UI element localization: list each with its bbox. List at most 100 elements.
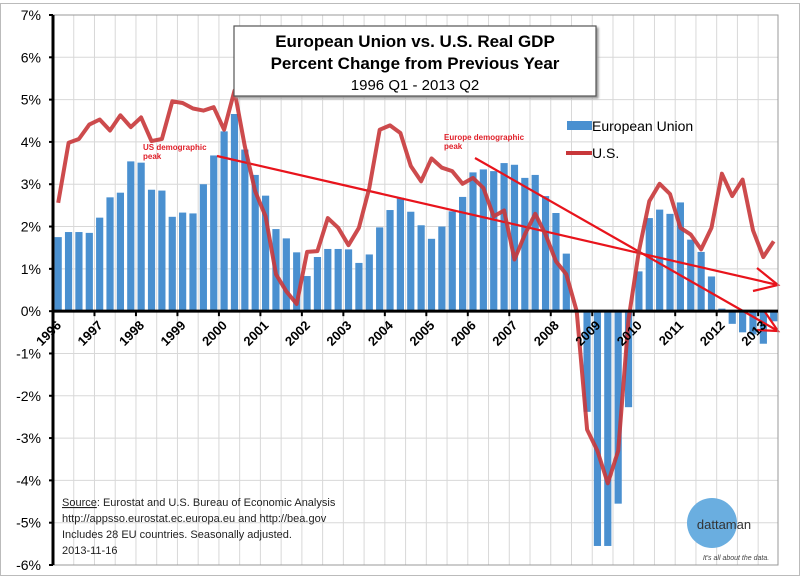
eu-bar [697,251,705,312]
dattaman-logo: dattaman It's all about the data. [687,498,769,562]
eu-bar [85,232,93,312]
eu-bar [386,210,394,312]
eu-trend-arrow [474,157,779,332]
eu-bar [645,218,653,312]
y-tick-label: 6% [21,49,41,65]
y-tick-label: 7% [21,7,41,23]
eu-bar [469,172,477,312]
eu-bar [303,276,311,312]
eu-bar [179,212,187,312]
eu-bar [355,262,363,312]
eu-bar [635,271,643,312]
eu-bar [376,227,384,312]
eu-bar [293,252,301,312]
eu-bar [64,232,73,312]
source-label: Source [62,497,97,509]
eu-bar [687,239,695,312]
axes [49,14,779,566]
eu-bar [251,174,259,312]
eu-peak-annotation-1: Europe demographic [444,133,525,142]
us-peak-annotation-2: peak [143,152,162,161]
eu-bar [562,253,570,312]
eu-bar [604,311,612,546]
legend-us-label: U.S. [592,145,619,161]
eu-bar [521,177,529,312]
eu-bar [220,131,228,312]
eu-bar [490,171,498,312]
eu-bar [624,311,633,408]
source-note: Source: Eurostat and U.S. Bureau of Econ… [62,497,336,557]
eu-bar [282,238,290,312]
y-tick-label: -2% [16,388,41,404]
eu-bar [531,174,539,312]
eu-bar [500,163,508,312]
y-tick-label: 3% [21,176,41,192]
eu-bar [593,311,602,546]
eu-bar [313,257,322,312]
eu-bar [396,197,404,312]
annotations: US demographic peak Europe demographic p… [143,133,525,161]
eu-bar [583,311,591,412]
y-tick-label: -5% [16,515,41,531]
eu-bar [210,155,218,312]
eu-bar [230,114,239,312]
logo-tagline: It's all about the data. [703,555,769,562]
eu-peak-annotation-2: peak [444,142,463,151]
eu-bar [448,211,456,312]
eu-bar [770,311,778,322]
eu-bar [261,195,270,312]
eu-bar [116,192,125,312]
y-tick-label: 2% [21,219,41,235]
y-tick-label: -1% [16,345,41,361]
eu-bar [54,237,62,312]
eu-bar [749,311,757,335]
y-tick-label: 1% [21,261,41,277]
source-line-3: Includes 28 EU countries. Seasonally adj… [62,529,292,541]
eu-bar [75,232,83,312]
title-line-2: Percent Change from Previous Year [271,54,560,73]
eu-bar [417,225,425,312]
eu-bar [147,189,156,312]
legend-eu-swatch [567,121,592,130]
eu-bar [656,209,664,312]
y-tick-label: -6% [16,557,41,573]
eu-bars [54,114,778,546]
eu-bar [334,248,342,312]
us-peak-annotation-1: US demographic [143,143,207,152]
eu-bar [759,311,767,344]
eu-bar [666,213,674,312]
eu-bar [137,162,145,312]
eu-bar [199,184,207,312]
eu-bar [127,161,135,312]
eu-bar [541,196,550,312]
subtitle: 1996 Q1 - 2013 Q2 [351,77,479,94]
source-text: : Eurostat and U.S. Bureau of Economic A… [97,497,336,509]
eu-bar [407,211,415,312]
eu-bar [241,149,249,312]
eu-bar [614,311,622,504]
y-tick-label: 4% [21,134,41,150]
eu-bar [728,311,736,324]
eu-bar [510,164,519,312]
eu-bar [438,226,446,312]
us-trend-arrow [216,154,779,287]
y-tick-label: -3% [16,430,41,446]
eu-bar [344,249,353,312]
eu-bar [479,169,487,312]
us-line [56,88,776,486]
legend: European Union U.S. [566,118,693,161]
eu-bar [189,213,197,312]
eu-bar [459,196,467,312]
y-tick-labels: -6% -5% -4% -3% -2% -1% 0% 1% 2% 3% 4% 5% 6% 7% [16,7,41,573]
legend-eu-label: European Union [592,118,693,134]
eu-bar [324,248,332,312]
title-box: European Union vs. U.S. Real GDP Percent… [233,25,597,97]
eu-bar [676,202,684,312]
source-line-4: 2013-11-16 [62,545,117,557]
source-line-2: http://appsso.eurostat.ec.europa.eu and … [62,513,327,525]
logo-circle [687,498,737,548]
y-tick-label: 5% [21,92,41,108]
source-line-1: Source: Eurostat and U.S. Bureau of Econ… [62,497,336,509]
